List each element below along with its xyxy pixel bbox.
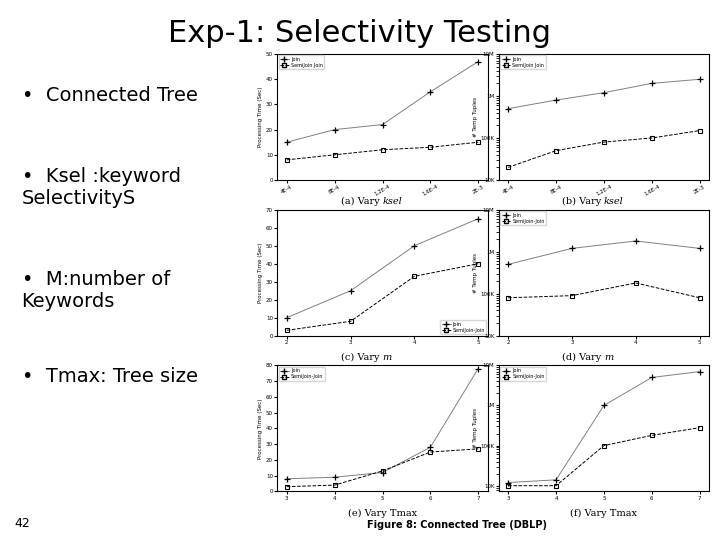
- Text: Figure 8: Connected Tree (DBLP): Figure 8: Connected Tree (DBLP): [367, 520, 547, 530]
- Text: Exp-1: Selectivity Testing: Exp-1: Selectivity Testing: [168, 19, 552, 48]
- Legend: Join, SemiJoin-Join: Join, SemiJoin-Join: [279, 367, 325, 381]
- Text: m: m: [604, 353, 613, 362]
- Y-axis label: Processing Time (Sec): Processing Time (Sec): [258, 87, 264, 147]
- Text: (e) Vary Tmax: (e) Vary Tmax: [348, 509, 417, 518]
- Text: •  Connected Tree: • Connected Tree: [22, 86, 197, 105]
- Y-axis label: Processing Time (Sec): Processing Time (Sec): [258, 242, 264, 303]
- Legend: Join, SemiJoin-Join: Join, SemiJoin-Join: [500, 211, 546, 225]
- Text: (f) Vary Tmax: (f) Vary Tmax: [570, 509, 637, 518]
- Y-axis label: # Temp Tuples: # Temp Tuples: [472, 408, 477, 448]
- Text: ksel: ksel: [382, 197, 402, 206]
- Y-axis label: # Temp Tuples: # Temp Tuples: [472, 97, 477, 137]
- Legend: Join, SemiJoin-Join: Join, SemiJoin-Join: [441, 320, 486, 334]
- Text: •  M:number of
Keywords: • M:number of Keywords: [22, 270, 170, 311]
- Text: (d) Vary: (d) Vary: [562, 353, 604, 362]
- Text: 42: 42: [14, 517, 30, 530]
- Text: (c) Vary: (c) Vary: [341, 353, 382, 362]
- Text: (a) Vary: (a) Vary: [341, 197, 382, 206]
- Text: •  Tmax: Tree size: • Tmax: Tree size: [22, 367, 197, 386]
- Y-axis label: Processing Time (Sec): Processing Time (Sec): [258, 398, 264, 458]
- Text: (b) Vary: (b) Vary: [562, 197, 604, 206]
- Legend: Join, SemiJoin Join: Join, SemiJoin Join: [500, 56, 546, 69]
- Text: ksel: ksel: [604, 197, 624, 206]
- Text: m: m: [382, 353, 392, 362]
- Legend: Join, SemiJoin Join: Join, SemiJoin Join: [279, 56, 324, 69]
- Y-axis label: # Temp Tuples: # Temp Tuples: [472, 253, 477, 293]
- Text: •  Ksel :keyword
SelectivityS: • Ksel :keyword SelectivityS: [22, 167, 181, 208]
- Legend: Join, SemiJoin-Join: Join, SemiJoin-Join: [500, 367, 546, 381]
